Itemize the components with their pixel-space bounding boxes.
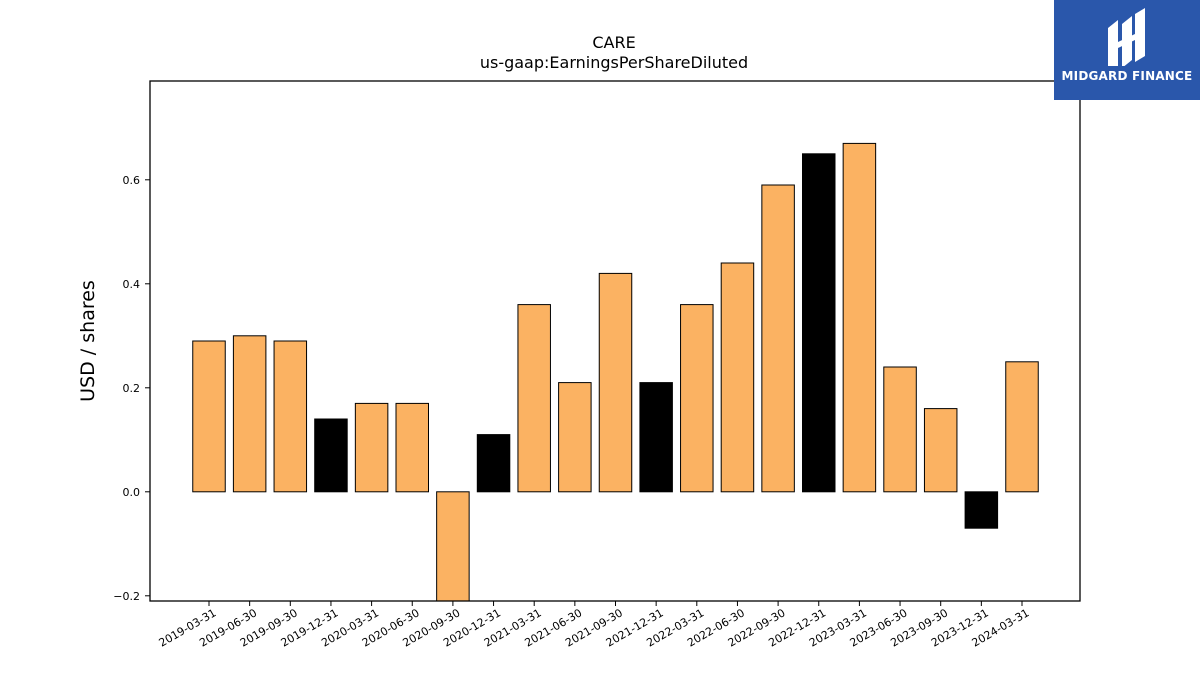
logo-text: MIDGARD FINANCE [1061, 69, 1193, 83]
chart-subtitle: us-gaap:EarningsPerShareDiluted [480, 53, 748, 72]
logo-emblem-icon [1108, 8, 1145, 66]
bar-2023-06-30 [883, 366, 917, 493]
chart-title: CARE [592, 33, 635, 52]
bar-2019-03-31 [192, 340, 226, 493]
bar-2020-06-30 [395, 402, 429, 493]
bar-2022-12-31 [802, 153, 836, 493]
bar-2020-09-30 [436, 491, 470, 602]
bar-2022-03-31 [680, 304, 714, 493]
y-tick-label: 0.2 [123, 382, 141, 395]
company-logo: MIDGARD FINANCE [1054, 0, 1200, 100]
y-tick-label: 0.6 [123, 174, 141, 187]
bar-2024-03-31 [1005, 361, 1039, 493]
bar-2021-06-30 [558, 382, 592, 493]
y-tick-label: 0.4 [123, 278, 141, 291]
bar-2021-12-31 [639, 382, 673, 493]
bar-2023-09-30 [923, 408, 958, 493]
bar-2023-03-31 [842, 142, 877, 493]
y-tick-label: −0.2 [113, 590, 140, 603]
bar-2021-09-30 [598, 272, 633, 493]
bar-2022-06-30 [720, 262, 755, 493]
bar-2019-06-30 [232, 335, 267, 493]
bar-2019-12-31 [314, 418, 348, 493]
bar-2019-09-30 [273, 340, 308, 493]
plot-area: −0.20.00.20.40.62019-03-312019-06-302019… [113, 80, 1081, 650]
bar-2022-09-30 [761, 184, 795, 493]
bar-2023-12-31 [964, 491, 999, 529]
bar-2020-03-31 [354, 402, 389, 493]
bar-2021-03-31 [517, 304, 551, 493]
y-tick-label: 0.0 [123, 486, 141, 499]
y-axis-label: USD / shares [77, 280, 99, 402]
bar-2020-12-31 [476, 434, 511, 493]
